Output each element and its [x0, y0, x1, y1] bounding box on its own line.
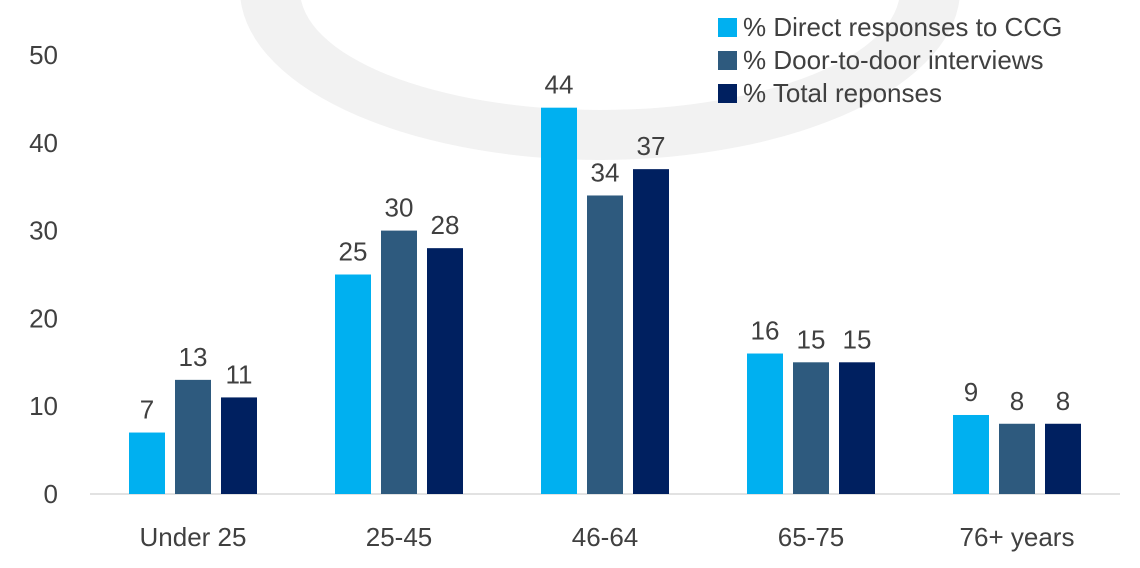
- data-label: 13: [179, 342, 208, 372]
- legend-swatch: [718, 18, 737, 37]
- data-label: 8: [1010, 386, 1024, 416]
- data-label: 15: [843, 324, 872, 354]
- bar: [747, 353, 783, 494]
- x-category-label: 65-75: [778, 522, 845, 552]
- data-labels: 7 13 11 25 30 28 44 34 37 16 15 15 9 8 8: [140, 70, 1070, 425]
- data-label: 30: [385, 193, 414, 223]
- data-label: 15: [797, 324, 826, 354]
- bar: [175, 379, 211, 494]
- data-label: 25: [339, 237, 368, 267]
- data-label: 7: [140, 395, 154, 425]
- legend-swatch: [718, 84, 737, 103]
- bar: [999, 423, 1035, 494]
- y-tick-label: 40: [29, 128, 58, 158]
- bars: [129, 107, 1081, 495]
- data-label: 16: [751, 316, 780, 346]
- y-tick-label: 50: [29, 40, 58, 70]
- data-label: 8: [1056, 386, 1070, 416]
- bar: [1045, 423, 1081, 494]
- x-category-label: 25-45: [366, 522, 433, 552]
- data-label: 37: [637, 131, 666, 161]
- bar: [221, 397, 257, 494]
- x-axis: Under 25 25-45 46-64 65-75 76+ years: [90, 493, 1120, 552]
- y-tick-label: 0: [44, 479, 58, 509]
- bar: [335, 274, 371, 494]
- y-tick-label: 20: [29, 303, 58, 333]
- bar: [953, 414, 989, 494]
- x-category-label: 46-64: [572, 522, 639, 552]
- bar: [129, 432, 165, 494]
- y-tick-label: 10: [29, 391, 58, 421]
- bar: [587, 195, 623, 495]
- bar: [381, 230, 417, 494]
- data-label: 44: [545, 70, 574, 100]
- bar: [633, 169, 669, 494]
- legend-label: % Direct responses to CCG: [743, 12, 1062, 42]
- legend-label: % Door-to-door interviews: [743, 45, 1044, 75]
- x-category-label: Under 25: [140, 522, 247, 552]
- bar: [793, 362, 829, 494]
- data-label: 34: [591, 157, 620, 187]
- data-label: 9: [964, 377, 978, 407]
- legend: % Direct responses to CCG% Door-to-door …: [718, 12, 1062, 108]
- legend-swatch: [718, 51, 737, 70]
- bar: [427, 248, 463, 494]
- legend-label: % Total reponses: [743, 78, 942, 108]
- x-category-label: 76+ years: [960, 522, 1075, 552]
- y-axis: 0 10 20 30 40 50: [29, 40, 58, 509]
- bar: [541, 107, 577, 495]
- data-label: 28: [431, 210, 460, 240]
- background-arc: [240, 0, 960, 160]
- data-label: 11: [226, 359, 253, 389]
- bar: [839, 362, 875, 494]
- y-tick-label: 30: [29, 216, 58, 246]
